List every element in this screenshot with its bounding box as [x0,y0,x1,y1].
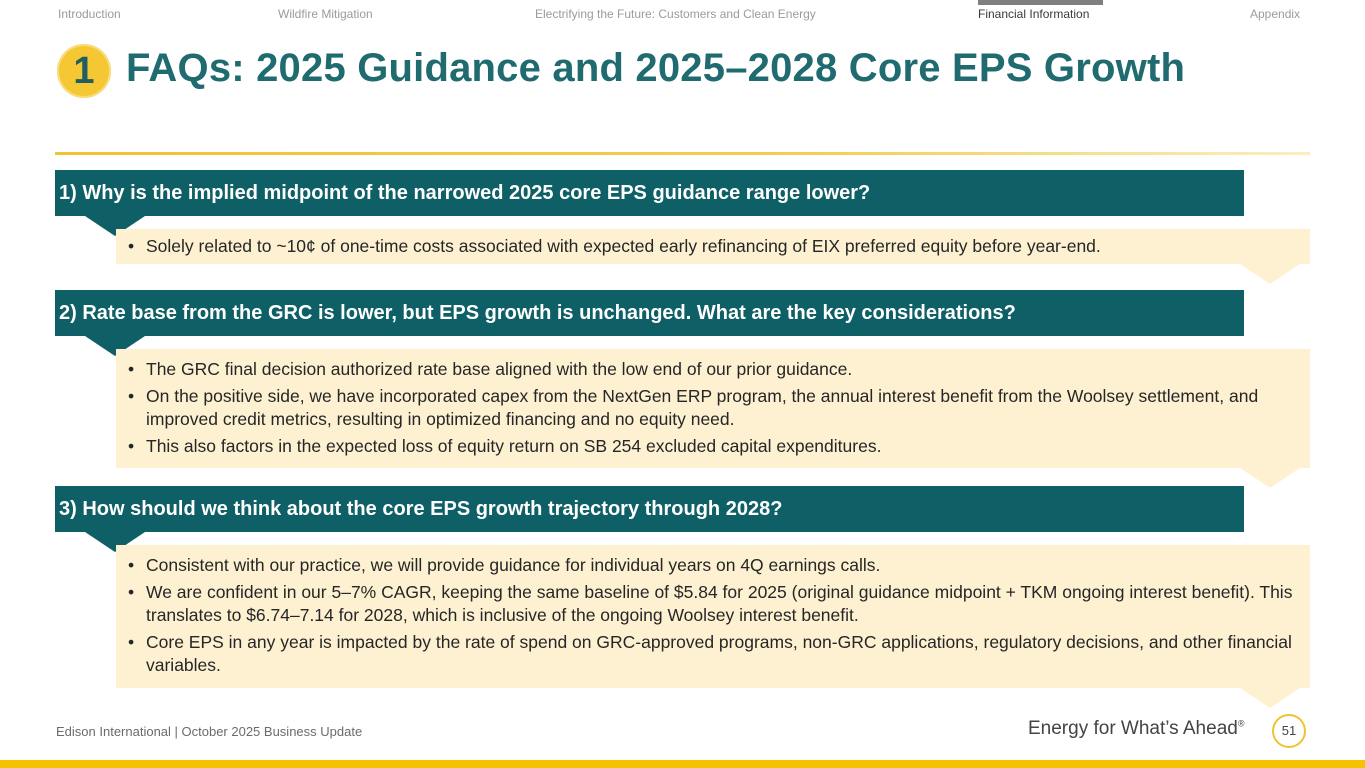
registered-mark: ® [1237,718,1245,729]
page-number: 51 [1272,714,1306,748]
bottom-accent-bar [0,760,1365,768]
faq-answer-2-bullet-1: The GRC final decision authorized rate b… [128,358,1300,381]
faq-answer-3: Consistent with our practice, we will pr… [116,545,1310,688]
footer-source: Edison International | October 2025 Busi… [56,724,363,739]
nav-item-wildfire-mitigation[interactable]: Wildfire Mitigation [278,7,373,21]
nav-item-financial-information[interactable]: Financial Information [978,7,1090,21]
faq-answer-2-bullet-2: On the positive side, we have incorporat… [128,385,1300,431]
faq-answer-2: The GRC final decision authorized rate b… [116,349,1310,468]
faq-answer-3-bullet-2: We are confident in our 5–7% CAGR, keepi… [128,581,1300,627]
faq-answer-1: Solely related to ~10¢ of one-time costs… [116,229,1310,264]
faq-answer-3-bullet-3: Core EPS in any year is impacted by the … [128,631,1300,677]
faq-question-3: 3) How should we think about the core EP… [55,486,1244,532]
faq-question-2: 2) Rate base from the GRC is lower, but … [55,290,1244,336]
nav-item-electrifying-the-future[interactable]: Electrifying the Future: Customers and C… [535,7,816,21]
nav-item-appendix[interactable]: Appendix [1250,7,1301,21]
company-tagline: Energy for What’s Ahead® [1028,718,1244,740]
title-divider [55,152,1310,155]
faq-answer-1-pointer [1240,264,1300,284]
faq-answer-1-bullet-1: Solely related to ~10¢ of one-time costs… [128,235,1300,258]
section-number-badge: 1 [57,44,111,98]
active-section-indicator [978,0,1103,5]
faq-answer-2-bullet-3: This also factors in the expected loss o… [128,435,1300,458]
nav-item-introduction[interactable]: Introduction [58,7,121,21]
page-title: FAQs: 2025 Guidance and 2025–2028 Core E… [126,46,1186,90]
tagline-text: Energy for What’s Ahead [1028,718,1238,739]
top-navigation: Introduction Wildfire Mitigation Electri… [0,0,1365,28]
faq-answer-3-pointer [1240,688,1300,708]
faq-answer-2-pointer [1240,468,1300,488]
faq-question-1: 1) Why is the implied midpoint of the na… [55,170,1244,216]
faq-answer-3-bullet-1: Consistent with our practice, we will pr… [128,554,1300,577]
